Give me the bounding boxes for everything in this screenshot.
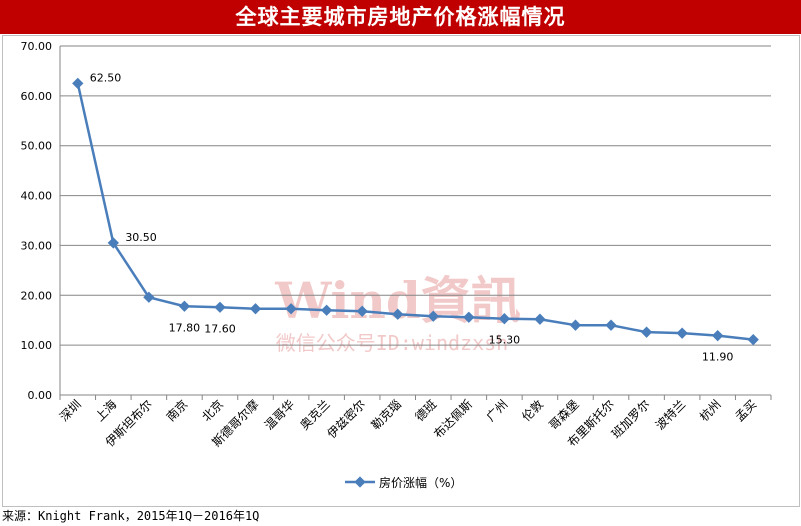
data-label: 62.50 <box>90 71 122 84</box>
x-axis: 深圳 上海伊斯坦布尔 南京 北京斯德哥尔摩 温哥华 奥克兰伊兹密尔 勒克瑙 德班布达佩斯 广州伦… <box>57 394 772 450</box>
data-point <box>569 319 582 331</box>
data-label: 17.80 <box>169 321 201 334</box>
data-label: 11.90 <box>702 351 734 364</box>
data-point <box>249 303 262 315</box>
data-label: 15.30 <box>489 334 521 347</box>
legend-label: 房价涨幅（%） <box>379 475 462 490</box>
data-point <box>712 330 724 342</box>
y-tick-label: 40.00 <box>21 190 53 203</box>
x-tick-label: 波特兰 <box>652 397 688 433</box>
data-point <box>463 311 475 323</box>
data-point <box>143 291 155 303</box>
y-tick-label: 10.00 <box>21 339 53 352</box>
data-point <box>392 308 404 320</box>
x-tick-label: 伦敦 <box>518 397 546 425</box>
y-tick-label: 0.00 <box>28 389 53 402</box>
x-tick-label: 布达佩斯 <box>431 397 475 441</box>
x-tick-label: 杭州 <box>696 397 724 425</box>
chart-frame <box>2 35 800 507</box>
x-tick-label: 勒克瑙 <box>368 397 403 432</box>
x-tick-label: 班加罗尔 <box>608 397 653 442</box>
x-tick-label: 孟买 <box>732 397 759 424</box>
y-tick-label: 60.00 <box>21 90 53 103</box>
data-point <box>214 301 226 313</box>
watermark: Wind資訊 微信公众号ID:windzxsh <box>274 271 521 355</box>
x-tick-label: 广州 <box>484 397 511 424</box>
x-tick-label: 深圳 <box>57 397 84 424</box>
y-tick-label: 20.00 <box>21 289 53 302</box>
data-label: 30.50 <box>125 231 157 244</box>
legend: 房价涨幅（%） <box>345 475 462 490</box>
data-point <box>178 300 191 312</box>
data-point <box>320 304 333 316</box>
data-point <box>747 334 759 346</box>
x-tick-label: 北京 <box>199 397 226 424</box>
series-line <box>76 83 754 341</box>
data-point <box>72 77 84 90</box>
data-point <box>498 313 511 325</box>
gridlines <box>60 45 771 346</box>
data-point <box>356 305 368 317</box>
data-label: 17.60 <box>204 322 236 335</box>
x-tick-label: 上海 <box>92 397 120 425</box>
x-tick-label: 温哥华 <box>262 397 297 432</box>
data-point <box>676 327 688 339</box>
data-point <box>285 303 297 315</box>
watermark-main: Wind資訊 <box>274 271 521 330</box>
x-tick-label: 德班 <box>412 397 440 425</box>
watermark-sub: 微信公众号ID:windzxsh <box>276 331 508 355</box>
y-tick-label: 30.00 <box>21 239 53 252</box>
legend-marker <box>354 476 366 488</box>
data-point <box>534 313 546 325</box>
x-tick-label: 南京 <box>163 397 191 425</box>
y-tick-label: 50.00 <box>21 140 53 153</box>
data-point <box>605 319 617 331</box>
y-tick-label: 70.00 <box>21 40 53 53</box>
source-note: 来源：Knight Frank，2015年1Q－2016年1Q <box>2 509 260 523</box>
x-tick-label: 伊兹密尔 <box>324 397 369 442</box>
data-point <box>427 310 439 322</box>
data-labels: 62.50 30.50 17.80 17.60 15.30 11.90 <box>90 71 734 363</box>
y-axis: 0.00 10.00 20.00 30.00 40.00 50.00 60.00 70.00 <box>21 40 61 402</box>
data-point <box>640 326 653 338</box>
chart-title: 全球主要城市房地产价格涨幅情况 <box>0 0 801 34</box>
series-line-group <box>72 77 759 346</box>
